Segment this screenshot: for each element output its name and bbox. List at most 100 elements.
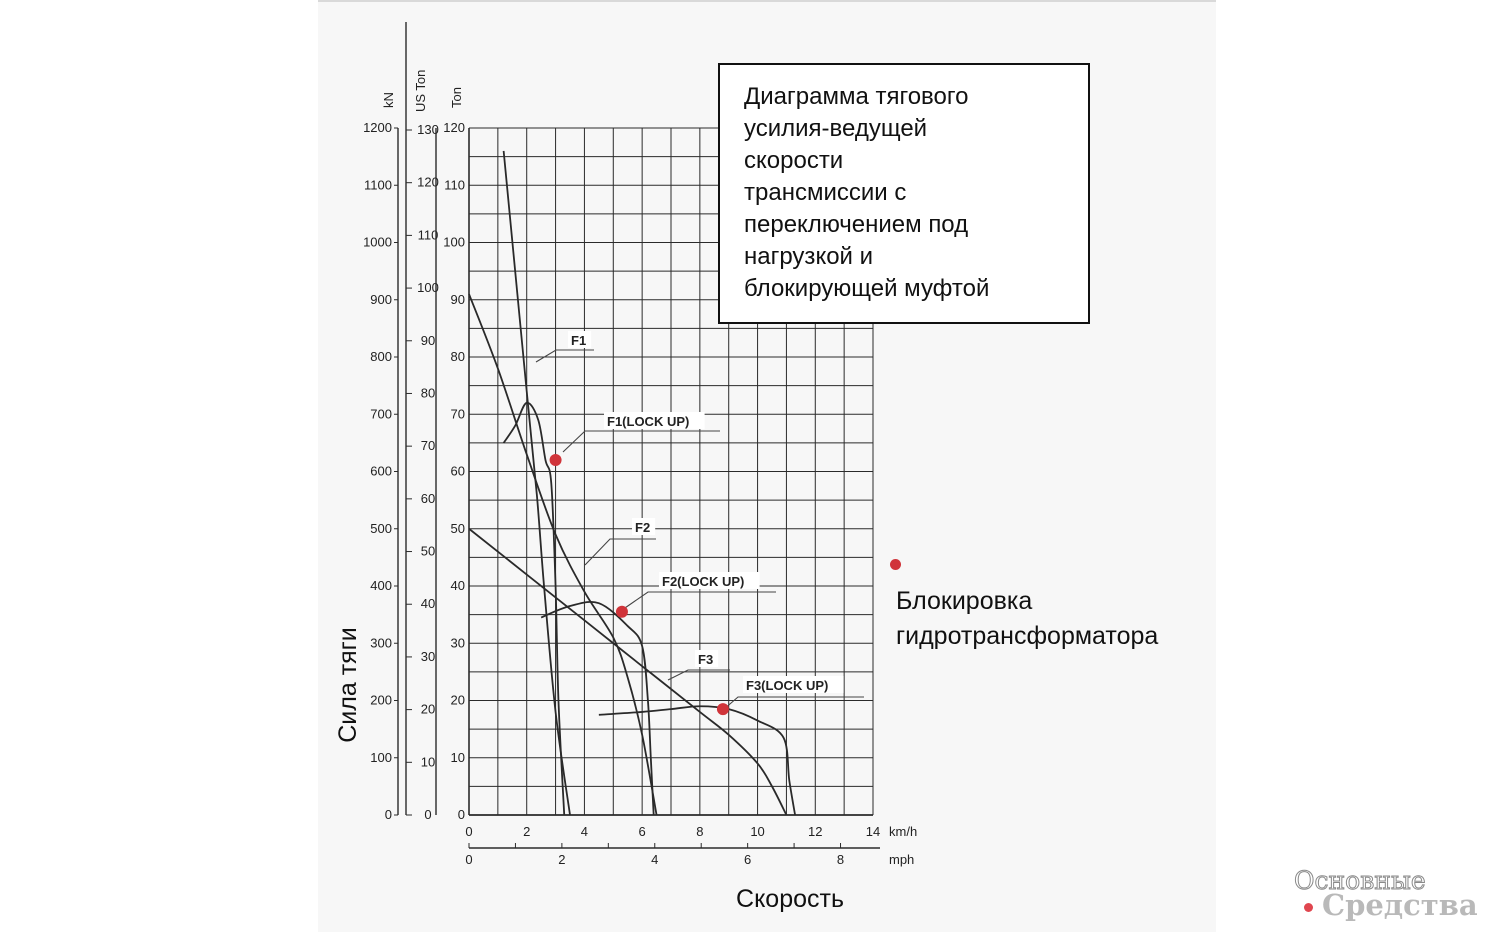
- y-tick-kn: 0: [385, 807, 392, 822]
- y-tick-kn: 1100: [364, 177, 392, 192]
- y-tick-kn: 500: [370, 521, 392, 536]
- watermark-logo: Основные Средства: [1290, 866, 1490, 926]
- x-tick-mph: 6: [744, 852, 751, 867]
- x-tick-kmh: 12: [808, 824, 822, 839]
- curve-labels: F1 F1(LOCK UP) F2 F2(LOCK UP) F3 F3(LOCK UP): [535, 331, 864, 711]
- y-tick-uston: 50: [421, 544, 435, 559]
- y-tick-ton: 40: [451, 578, 465, 593]
- y-axis-unit-label: Ton: [449, 87, 464, 108]
- curve-label: F3: [698, 652, 713, 667]
- y-tick-kn: 400: [370, 578, 392, 593]
- y-tick-kn: 1000: [363, 235, 392, 250]
- y-tick-ton: 100: [443, 235, 465, 250]
- series-line-f1: [502, 150, 571, 816]
- y-tick-kn: 600: [370, 464, 392, 479]
- curve-label-bg: [695, 650, 719, 667]
- y-tick-ton: 10: [451, 750, 465, 765]
- y-tick-ton: 60: [451, 464, 465, 479]
- legend-label: Блокировка гидротрансформатора: [896, 587, 1159, 650]
- watermark-dot: [1304, 903, 1313, 912]
- curve-label-bg: [659, 572, 760, 589]
- title-line: трансмиссии с: [744, 179, 907, 206]
- y-tick-uston: 10: [421, 754, 435, 769]
- curve-label: F3(LOCK UP): [746, 678, 828, 693]
- title-line: Диаграмма тягового: [744, 83, 969, 110]
- watermark-line-1: Основные: [1294, 866, 1427, 896]
- y-tick-uston: 20: [421, 702, 435, 717]
- y-tick-kn: 100: [370, 750, 392, 765]
- series-line-f3: [468, 528, 788, 816]
- title-line: скорости: [744, 147, 844, 174]
- y-tick-ton: 50: [451, 521, 465, 536]
- chart-title-box: Диаграмма тягового усилия-ведущей скорости…: [718, 63, 1090, 324]
- lockup-point: [549, 454, 562, 467]
- title-line: нагрузкой и: [744, 243, 874, 270]
- y-tick-ton: 90: [451, 292, 465, 307]
- y-tick-uston: 80: [421, 385, 435, 400]
- x-tick-kmh: 0: [465, 824, 472, 839]
- y-tick-uston: 110: [418, 227, 439, 242]
- x-tick-mph: 4: [651, 852, 658, 867]
- curve-label-bg: [632, 518, 656, 535]
- y-tick-ton: 30: [451, 635, 465, 650]
- y-tick-uston: 40: [421, 596, 435, 611]
- lockup-point: [615, 605, 628, 618]
- lockup-point: [716, 703, 729, 716]
- curve-label-leader: [562, 430, 720, 453]
- y-tick-kn: 200: [370, 693, 392, 708]
- y-tick-ton: 120: [443, 120, 465, 135]
- legend-marker: [890, 559, 901, 570]
- series-line-f1-lock-up: [502, 401, 566, 816]
- y-tick-uston: 30: [421, 649, 435, 664]
- curve-label-bg: [743, 676, 844, 693]
- x-tick-kmh: 8: [696, 824, 703, 839]
- y-tick-uston: 90: [421, 333, 435, 348]
- x-tick-kmh: 10: [750, 824, 764, 839]
- curve-label: F1: [571, 333, 586, 348]
- y-tick-ton: 110: [444, 177, 465, 192]
- axes: 0102030405060708090100110120010203040506…: [363, 22, 917, 867]
- y-tick-uston: 0: [424, 807, 431, 822]
- y-tick-kn: 700: [370, 406, 392, 421]
- x-tick-mph: 8: [837, 852, 844, 867]
- curve-label-leader: [722, 696, 864, 711]
- y-tick-uston: 70: [421, 438, 435, 453]
- curve-label-leader: [621, 591, 776, 611]
- x-axis-unit-mph: mph: [889, 852, 914, 867]
- series-line-f3-lock-up: [598, 705, 796, 816]
- x-tick-kmh: 6: [639, 824, 646, 839]
- x-axis-unit-kmh: km/h: [889, 824, 917, 839]
- y-axis-unit-label: kN: [381, 92, 396, 108]
- x-tick-kmh: 2: [523, 824, 530, 839]
- y-tick-uston: 130: [417, 122, 439, 137]
- y-tick-uston: 60: [421, 491, 435, 506]
- curve-label-leader: [535, 349, 594, 363]
- y-tick-kn: 300: [370, 635, 392, 650]
- y-tick-ton: 0: [458, 807, 465, 822]
- x-tick-mph: 2: [558, 852, 565, 867]
- y-tick-ton: 70: [451, 406, 465, 421]
- y-axis-title: Сила тяги: [334, 627, 362, 743]
- curve-label-bg: [604, 412, 705, 429]
- curve-label-leader: [667, 669, 730, 681]
- y-tick-ton: 80: [451, 349, 465, 364]
- y-tick-kn: 1200: [363, 120, 392, 135]
- watermark-line-2: Средства: [1322, 888, 1478, 922]
- x-tick-kmh: 4: [581, 824, 588, 839]
- curve-label: F2(LOCK UP): [662, 574, 744, 589]
- curve-label: F1(LOCK UP): [607, 414, 689, 429]
- x-tick-kmh: 14: [866, 824, 880, 839]
- title-line: переключением под: [744, 211, 969, 238]
- y-tick-kn: 800: [370, 349, 392, 364]
- x-tick-mph: 0: [465, 852, 472, 867]
- y-tick-kn: 900: [370, 292, 392, 307]
- series-line-f2-lock-up: [540, 600, 655, 816]
- y-axis-unit-label: US Ton: [413, 70, 428, 112]
- y-tick-ton: 20: [451, 693, 465, 708]
- curve-label-leader: [584, 538, 656, 566]
- y-tick-uston: 120: [417, 175, 439, 190]
- x-axis-title: Скорость: [736, 885, 844, 913]
- curve-label-bg: [568, 331, 592, 348]
- title-line: блокирующей муфтой: [744, 275, 990, 302]
